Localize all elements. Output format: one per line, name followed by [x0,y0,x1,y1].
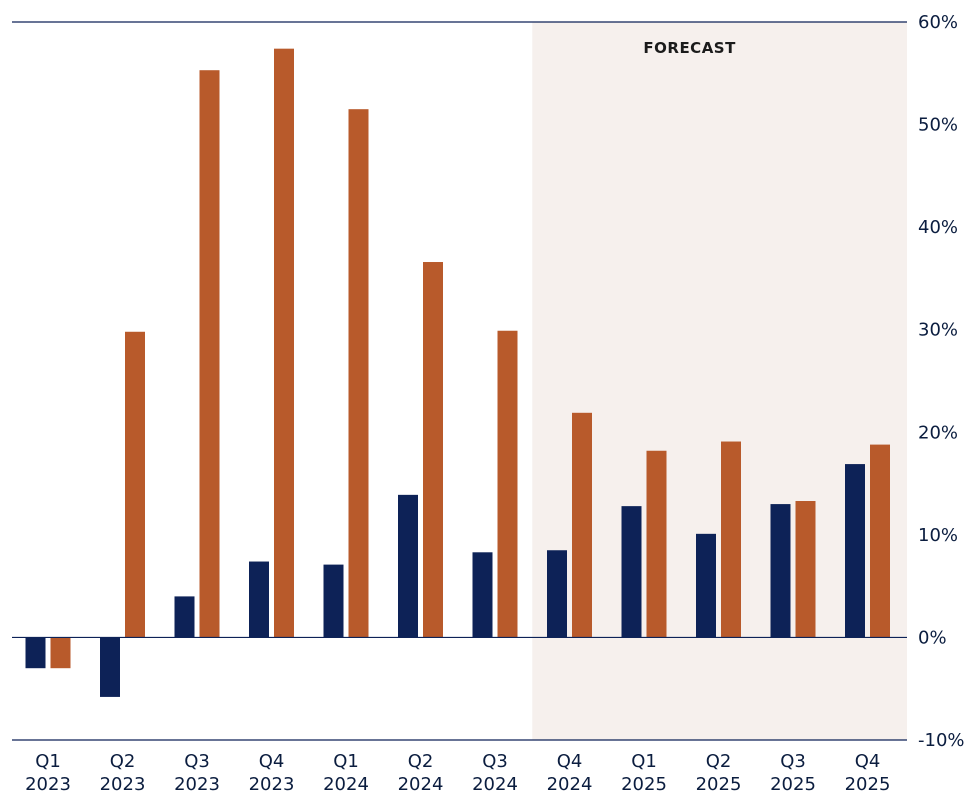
bar-series1-5 [398,494,418,638]
x-tick-label-quarter: Q4 [557,751,583,772]
bar-series1-3 [249,561,269,638]
forecast-region [532,22,907,740]
bars-group [25,48,890,697]
bar-series1-0 [25,637,46,669]
forecast-label: FORECAST [643,39,736,57]
x-tick-label-year: 2023 [100,774,146,795]
y-tick-label: 20% [918,422,958,443]
x-tick-label-year: 2024 [547,774,593,795]
y-tick-label: 40% [918,217,958,238]
y-axis-ticks: 60% 50% 40% 30% 20% 10% 0% -10% [918,12,965,751]
x-tick-label-year: 2025 [770,774,816,795]
x-tick-label-year: 2023 [174,774,220,795]
bar-series1-6 [472,552,493,638]
y-tick-label: 60% [918,12,958,33]
x-tick-label-quarter: Q3 [482,751,508,772]
bar-series1-2 [174,596,195,638]
bar-series2-9 [721,441,741,638]
x-tick-label-quarter: Q2 [408,751,434,772]
bar-series2-8 [646,450,667,638]
x-tick-label-quarter: Q2 [706,751,732,772]
bar-series2-6 [497,330,518,638]
x-tick-label-quarter: Q1 [35,751,61,772]
y-tick-label: 50% [918,115,958,136]
x-tick-label-quarter: Q4 [855,751,881,772]
x-tick-label-quarter: Q1 [333,751,359,772]
bar-series2-1 [125,331,145,638]
x-tick-label-year: 2025 [696,774,742,795]
x-tick-label-year: 2023 [25,774,71,795]
y-tick-label: 10% [918,525,958,546]
bar-series2-7 [572,412,592,638]
bar-series2-10 [795,501,816,638]
x-tick-label-year: 2025 [621,774,667,795]
bar-series2-2 [199,70,220,638]
bar-series1-1 [100,637,120,697]
x-tick-label-quarter: Q3 [184,751,210,772]
x-tick-label-year: 2025 [845,774,891,795]
bar-series2-11 [870,444,890,638]
bar-series1-9 [696,533,716,638]
bar-series2-4 [348,109,369,638]
x-tick-label-year: 2024 [398,774,444,795]
bar-series1-11 [845,464,865,638]
x-tick-label-quarter: Q4 [259,751,285,772]
x-tick-label-year: 2024 [472,774,518,795]
bar-series1-4 [323,564,344,638]
x-tick-label-quarter: Q1 [631,751,657,772]
bar-series1-8 [621,506,642,638]
bar-series2-3 [274,48,294,638]
x-tick-label-quarter: Q3 [780,751,806,772]
bar-series1-7 [547,550,567,638]
bar-series2-0 [50,637,71,669]
x-tick-label-quarter: Q2 [110,751,136,772]
x-axis-ticks: Q12023Q22023Q32023Q42023Q12024Q22024Q320… [25,751,890,795]
y-tick-label: 0% [918,627,947,648]
y-tick-label: -10% [918,730,965,751]
bar-series2-5 [423,262,443,638]
x-tick-label-year: 2023 [249,774,295,795]
x-tick-label-year: 2024 [323,774,369,795]
y-tick-label: 30% [918,320,958,341]
bar-series1-10 [770,504,791,638]
